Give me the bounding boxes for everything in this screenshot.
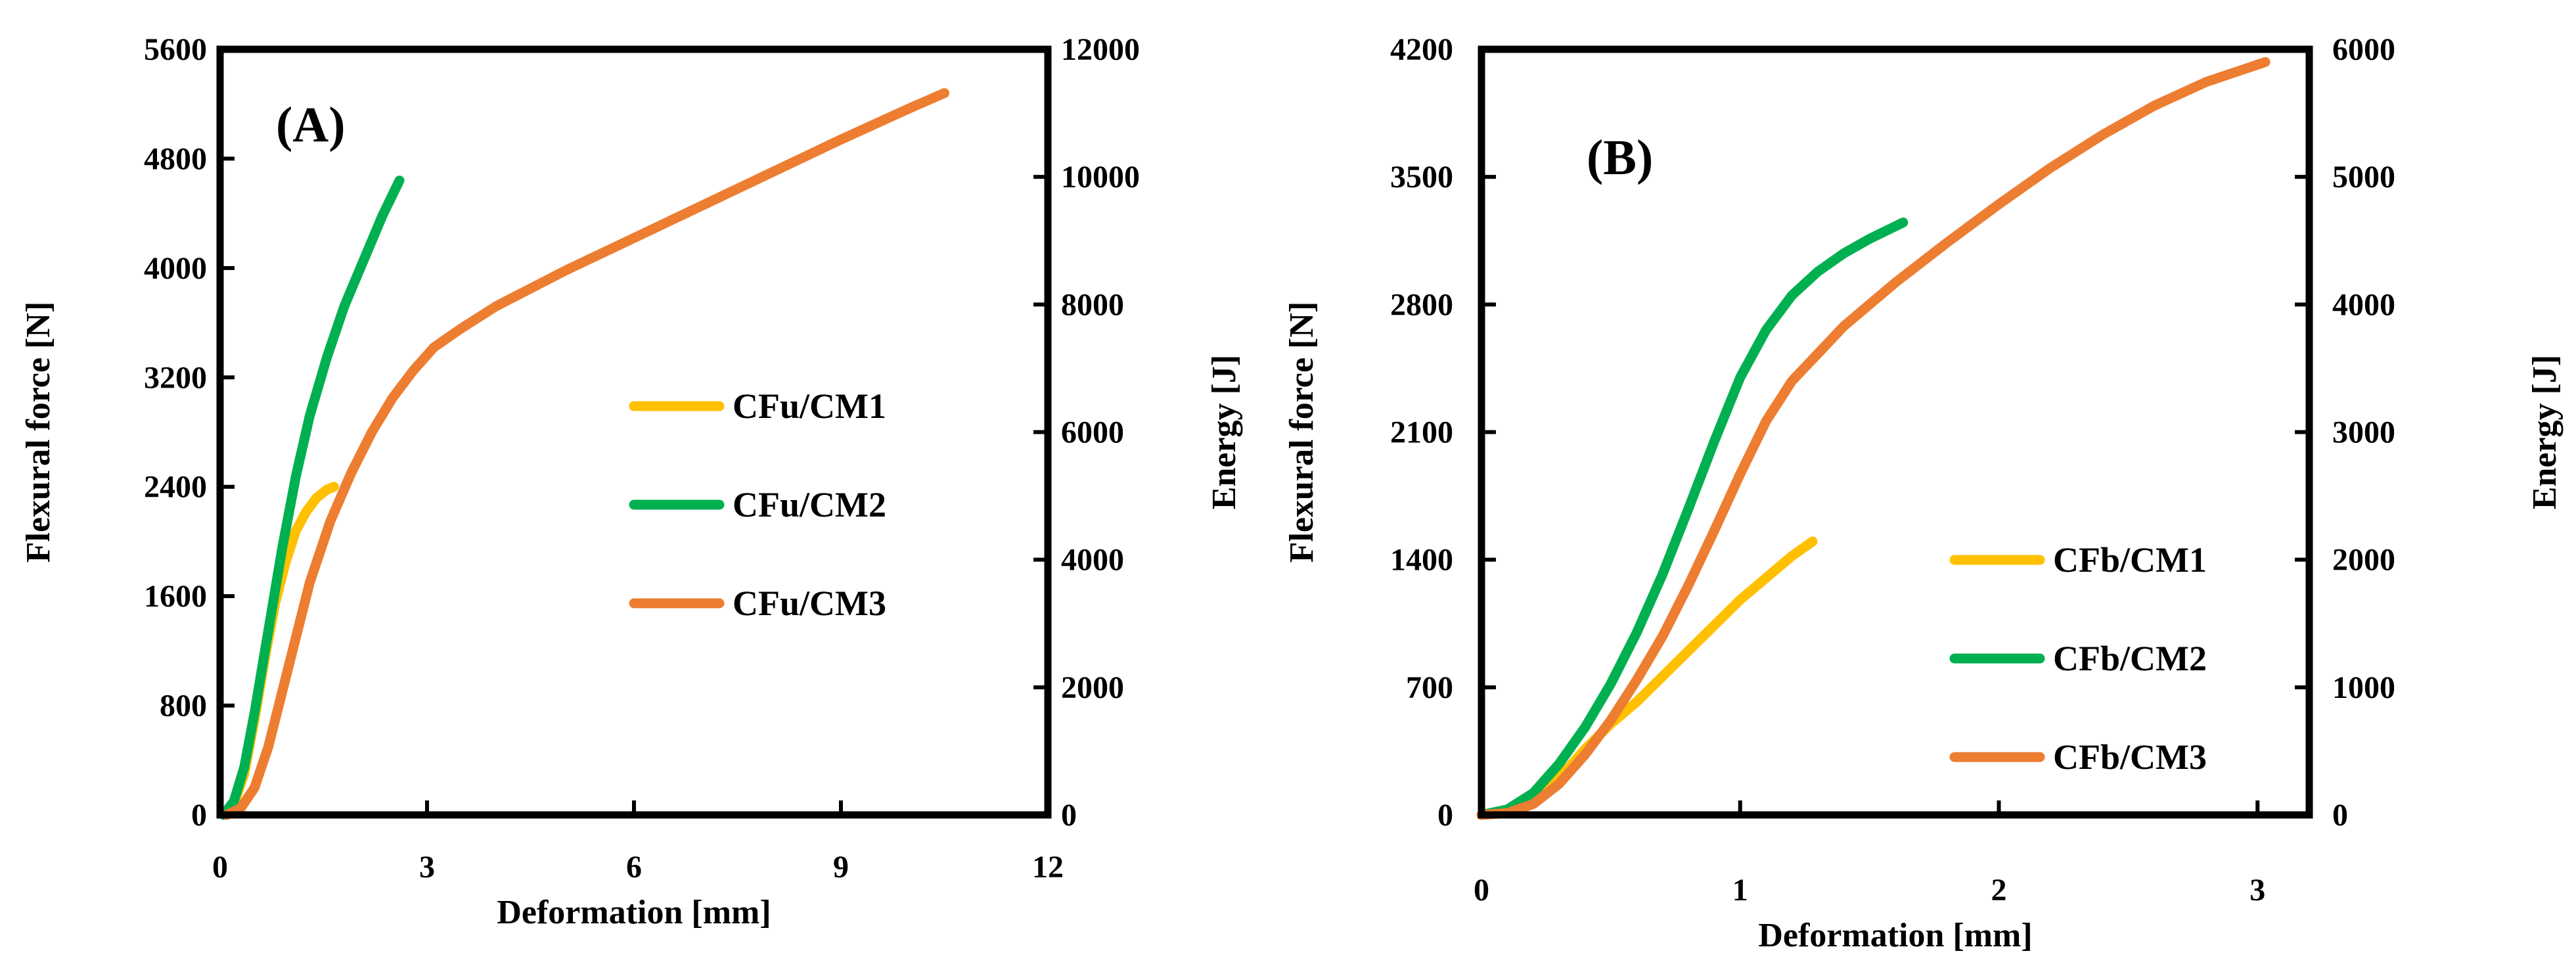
x-tick-label: 9 <box>833 850 849 885</box>
legend-label-1: CFb/CM1 <box>2053 540 2207 580</box>
y-right-tick-label: 6000 <box>1061 415 1124 450</box>
y-right-axis-label: Energy [J] <box>1206 355 1243 509</box>
panel-label: (A) <box>276 97 346 152</box>
x-tick-label: 12 <box>1032 850 1064 885</box>
y-left-tick-label: 1600 <box>144 579 207 614</box>
legend: CFb/CM1 CFb/CM2 CFb/CM3 <box>1949 540 2207 777</box>
x-tick-label: 1 <box>1732 873 1748 908</box>
y-left-tick-label: 2400 <box>144 470 207 505</box>
legend-label-3: CFu/CM3 <box>733 584 886 623</box>
legend-label-2: CFu/CM2 <box>733 485 886 524</box>
y-left-tick-label: 4800 <box>144 141 207 176</box>
y-right-tick-label: 3000 <box>2332 415 2395 450</box>
y-left-tick-label: 700 <box>1406 670 1453 705</box>
chart-panel-2: 0 1 2 3 0 700 1400 2100 2800 3500 4200 0 1000 2000 300… <box>1283 32 2564 954</box>
y-right-tick-label: 2000 <box>2332 543 2395 578</box>
series-line-2 <box>218 175 405 820</box>
y-left-tick-label: 2800 <box>1390 287 1453 322</box>
x-tick-label: 2 <box>1991 873 2007 908</box>
y-right-tick-label: 10000 <box>1061 160 1140 195</box>
y-right-tick-label: 5000 <box>2332 160 2395 195</box>
legend-label-2: CFb/CM2 <box>2053 639 2207 678</box>
y-left-tick-label: 2100 <box>1390 415 1453 450</box>
y-left-tick-label: 4200 <box>1390 32 1453 67</box>
y-left-tick-label: 3500 <box>1390 160 1453 195</box>
series-line-1 <box>1476 536 1818 820</box>
series-line-2 <box>1476 218 1909 820</box>
y-right-tick-label: 12000 <box>1061 32 1140 67</box>
x-axis-label: Deformation [mm] <box>1758 917 2032 954</box>
x-tick-label: 3 <box>419 850 435 885</box>
chart-panel-1: 0 3 6 9 12 0 800 1600 2400 3200 4000 4800 5600 0 2000 4… <box>20 32 1243 931</box>
x-tick-label: 6 <box>626 850 642 885</box>
y-right-tick-label: 8000 <box>1061 287 1124 322</box>
panel-label: (B) <box>1587 130 1653 185</box>
y-right-tick-label: 0 <box>1061 798 1077 833</box>
y-right-tick-label: 4000 <box>2332 287 2395 322</box>
y-left-tick-label: 3200 <box>144 360 207 395</box>
y-left-tick-label: 800 <box>160 689 207 724</box>
y-right-tick-label: 6000 <box>2332 32 2395 67</box>
x-axis-label: Deformation [mm] <box>497 894 771 931</box>
x-tick-label: 3 <box>2249 873 2265 908</box>
series-line-3 <box>1476 57 2271 820</box>
y-right-tick-label: 4000 <box>1061 543 1124 578</box>
y-right-tick-label: 2000 <box>1061 670 1124 705</box>
y-left-tick-label: 0 <box>1437 798 1453 833</box>
y-left-axis-label: Flexural force [N] <box>1283 302 1321 563</box>
legend-label-1: CFu/CM1 <box>733 386 886 426</box>
y-left-tick-label: 4000 <box>144 251 207 286</box>
y-left-tick-label: 1400 <box>1390 543 1453 578</box>
y-left-axis-label: Flexural force [N] <box>20 302 57 563</box>
y-right-axis-label: Energy [J] <box>2526 355 2564 509</box>
legend: CFu/CM1 CFu/CM2 CFu/CM3 <box>629 386 886 623</box>
y-left-tick-label: 0 <box>191 798 207 833</box>
x-tick-label: 0 <box>212 850 228 885</box>
plot-frame <box>216 45 1052 819</box>
series-line-3 <box>222 88 949 820</box>
y-right-tick-label: 0 <box>2332 798 2348 833</box>
y-left-tick-label: 5600 <box>144 32 207 67</box>
y-right-tick-label: 1000 <box>2332 670 2395 705</box>
legend-label-3: CFb/CM3 <box>2053 737 2207 777</box>
x-tick-label: 0 <box>1474 873 1489 908</box>
